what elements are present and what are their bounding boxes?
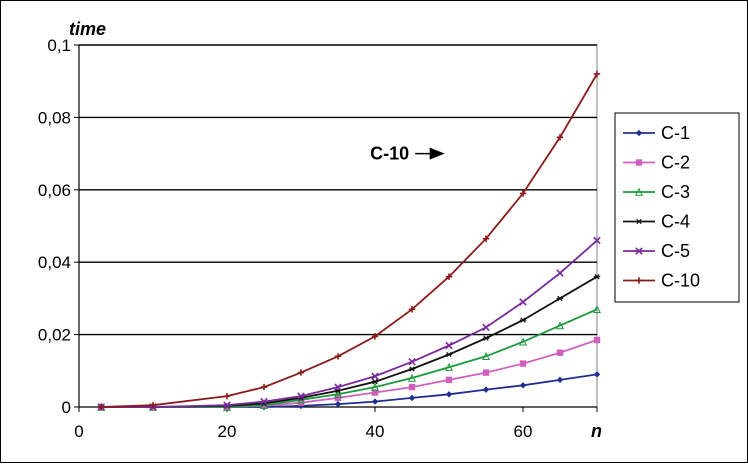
legend-swatch-marker <box>635 159 643 166</box>
legend-item: C-1 <box>623 123 690 143</box>
annotation-label: C-10 <box>370 144 409 164</box>
legend: C-1 C-2 C-3 C-4 C-5 C-10 <box>614 112 740 303</box>
data-point <box>297 369 305 376</box>
data-point <box>592 304 602 313</box>
y-tick-label: 0,1 <box>47 36 71 55</box>
x-tick-label: 20 <box>218 422 237 441</box>
data-point <box>408 383 416 391</box>
legend-label: C-1 <box>661 123 690 143</box>
data-point <box>408 366 416 372</box>
y-tick-label: 0,04 <box>38 253 71 272</box>
data-point <box>260 383 268 391</box>
data-point <box>371 398 379 405</box>
data-point <box>593 274 601 280</box>
legend-label: C-3 <box>661 182 690 202</box>
data-point <box>407 373 417 382</box>
data-point <box>371 372 379 380</box>
data-point <box>482 235 490 242</box>
data-point <box>593 336 601 344</box>
data-point <box>593 371 601 378</box>
data-point <box>223 392 231 400</box>
data-point <box>555 321 565 330</box>
data-point <box>149 401 157 409</box>
gridlines <box>79 44 597 336</box>
data-point <box>482 335 490 341</box>
data-point <box>518 337 528 346</box>
legend-swatch-marker <box>635 218 643 225</box>
data-point <box>223 401 231 409</box>
data-point <box>593 70 601 78</box>
data-point <box>334 383 342 391</box>
annotation-layer: C-10 <box>370 144 445 164</box>
legend-box <box>614 112 740 303</box>
axes: 0 0,02 0,04 0,06 0,08 0,1 0 20 40 60 <box>38 36 598 441</box>
data-point <box>556 376 564 384</box>
data-point <box>371 378 379 385</box>
series-c-5 <box>97 236 601 411</box>
legend-label: C-4 <box>661 212 690 232</box>
data-point <box>556 269 564 277</box>
data-point <box>408 394 416 402</box>
data-point <box>519 190 527 197</box>
y-tick-label: 0,06 <box>38 181 71 200</box>
data-point <box>519 317 527 323</box>
x-tick-label: 60 <box>514 422 533 441</box>
data-point <box>519 382 527 389</box>
data-point <box>556 134 564 141</box>
data-point <box>445 376 453 384</box>
x-axis-title: n <box>591 421 602 441</box>
data-point <box>445 351 453 358</box>
legend-label: C-5 <box>661 241 690 261</box>
series-c-3 <box>97 304 602 411</box>
data-point <box>297 392 305 400</box>
data-point <box>556 349 564 356</box>
plot-area-border <box>78 44 598 408</box>
data-point <box>482 369 490 376</box>
y-tick-label: 0,02 <box>38 326 71 345</box>
series-layer <box>97 70 602 411</box>
data-point <box>481 352 491 361</box>
y-tick-label: 0 <box>62 398 71 417</box>
data-point <box>519 360 527 367</box>
legend-swatch-marker <box>635 129 643 137</box>
legend-swatch-marker <box>635 277 643 284</box>
data-point <box>482 386 490 393</box>
data-point <box>334 400 342 408</box>
series-c-10 <box>98 70 601 411</box>
data-point <box>408 357 416 366</box>
data-point <box>371 389 379 396</box>
data-point <box>408 306 416 313</box>
legend-item: C-2 <box>623 153 690 173</box>
series-line <box>101 308 598 408</box>
legend-item: C-3 <box>623 182 690 202</box>
legend-item: C-5 <box>623 241 690 261</box>
legend-swatch-marker <box>634 187 644 196</box>
legend-item: C-10 <box>623 271 700 291</box>
data-point <box>98 403 105 411</box>
data-point <box>445 341 453 350</box>
legend-label: C-2 <box>661 153 690 173</box>
data-point <box>482 323 490 332</box>
data-point <box>519 298 527 306</box>
data-point <box>445 391 453 398</box>
data-point <box>370 382 380 391</box>
data-point <box>371 333 379 340</box>
legend-label: C-10 <box>661 271 700 291</box>
data-point <box>260 397 268 406</box>
data-point <box>593 236 601 245</box>
y-tick-label: 0,08 <box>38 108 71 127</box>
x-tick-label: 40 <box>366 422 385 441</box>
data-point <box>334 353 342 360</box>
x-tick-label: 0 <box>74 422 83 441</box>
y-axis-title: time <box>69 19 106 39</box>
data-point <box>445 273 453 280</box>
plot-area <box>78 44 598 408</box>
legend-item: C-4 <box>623 212 690 232</box>
legend-swatch-marker <box>635 247 643 255</box>
data-point <box>556 295 564 302</box>
data-point <box>333 390 343 399</box>
data-point <box>444 362 454 371</box>
